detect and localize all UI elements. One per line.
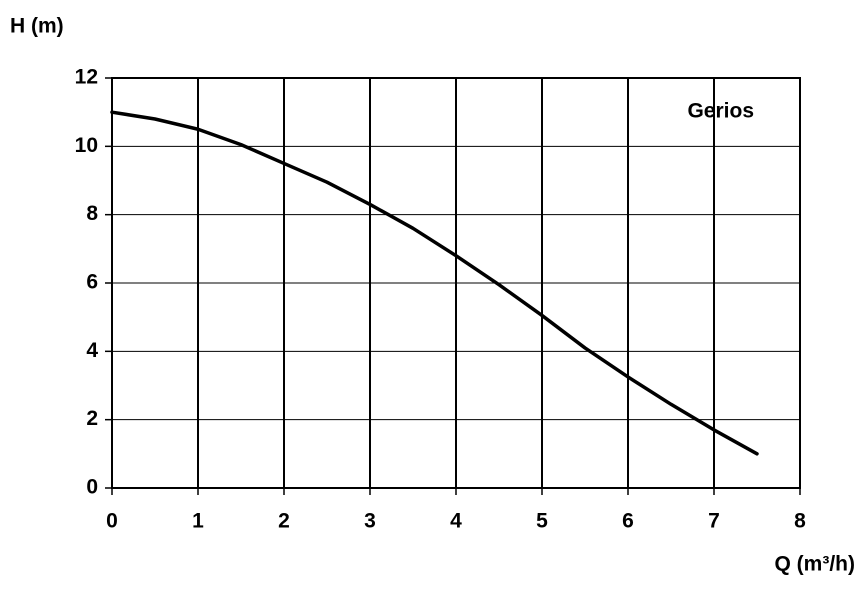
legend-label: Gerios <box>687 100 754 123</box>
plot-frame <box>111 77 801 489</box>
x-tick-label: 1 <box>192 510 204 533</box>
y-tick-label: 10 <box>75 134 98 157</box>
x-tick-label: 0 <box>106 510 118 533</box>
y-axis-label: H (m) <box>10 15 64 38</box>
x-axis-label: Q (m³/h) <box>775 553 855 576</box>
y-tick-label: 12 <box>75 66 98 89</box>
y-tick-label: 2 <box>86 407 98 430</box>
curve <box>110 110 759 456</box>
x-tick-label: 4 <box>450 510 462 533</box>
x-tick-label: 6 <box>622 510 634 533</box>
x-tick-label: 3 <box>364 510 376 533</box>
x-tick-label: 2 <box>278 510 290 533</box>
y-tick-label: 4 <box>86 339 98 362</box>
y-tick-label: 0 <box>86 476 98 499</box>
x-tick-label: 8 <box>794 510 806 533</box>
y-tick-label: 8 <box>86 202 98 225</box>
x-tick-label: 5 <box>536 510 548 533</box>
x-tick-label: 7 <box>708 510 720 533</box>
y-tick-label: 6 <box>86 271 98 294</box>
